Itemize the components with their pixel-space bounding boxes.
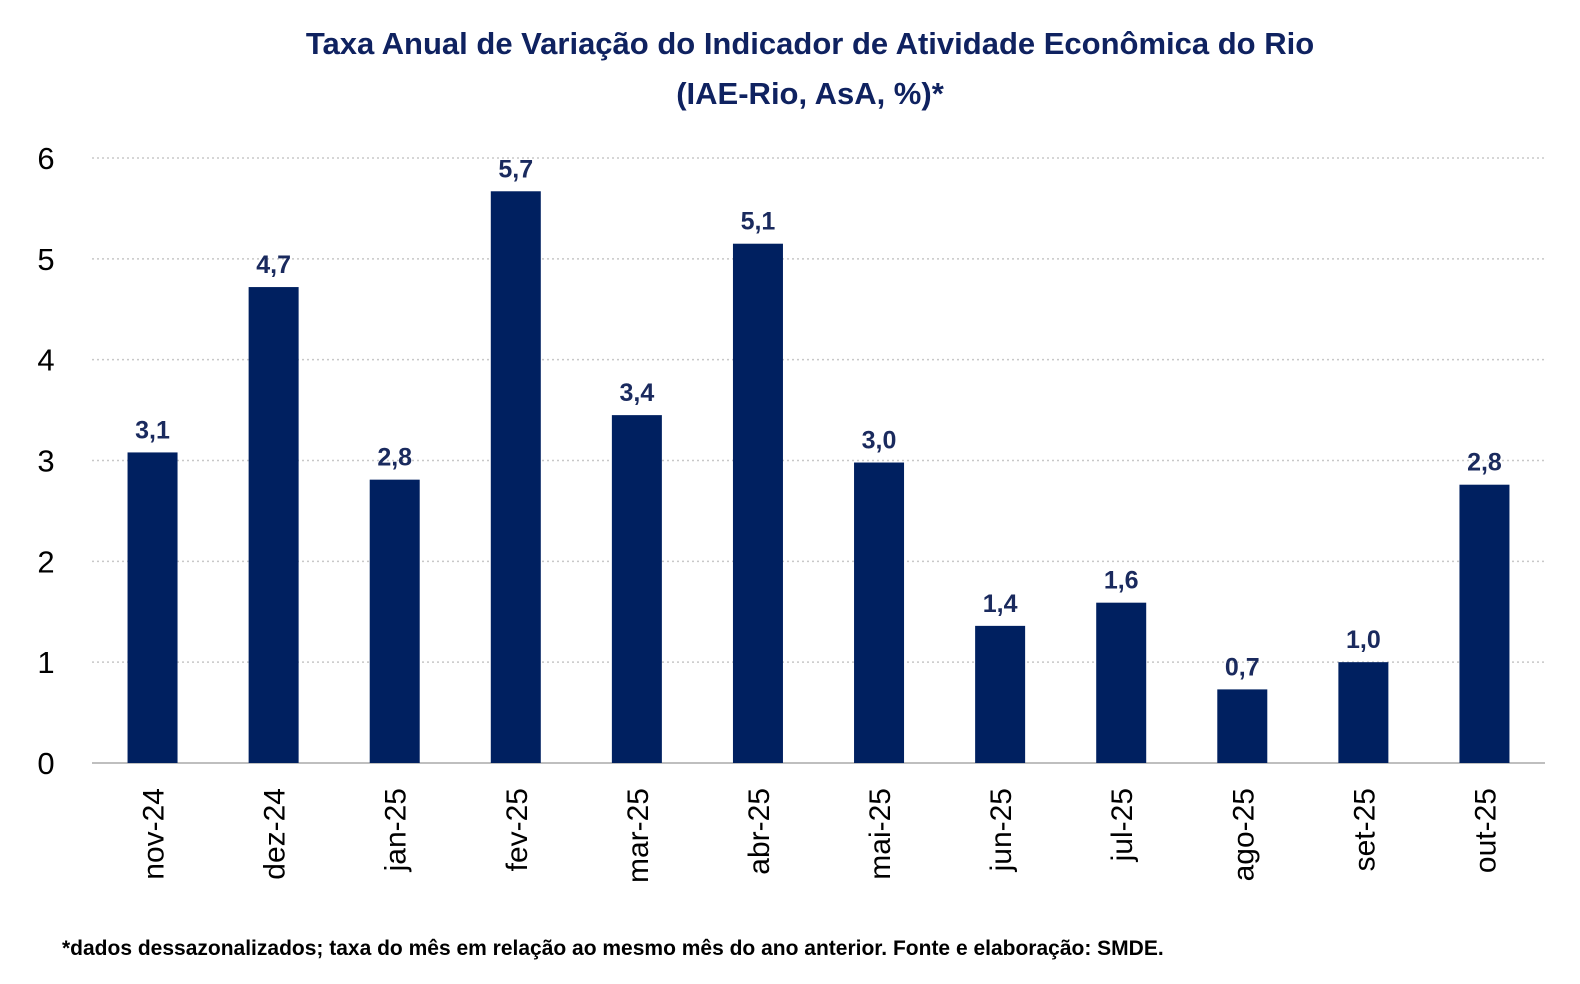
x-axis: nov-24 dez-24 jan-25 fev-25 mar-25 abr-25 mai-…	[138, 788, 1503, 883]
bar	[732, 243, 783, 764]
data-label: 3,1	[135, 416, 170, 444]
x-tick-label: jan-25	[380, 788, 413, 872]
x-tick-label: abr-25	[743, 788, 776, 875]
bar	[611, 415, 662, 763]
bar	[127, 452, 178, 763]
bars	[127, 191, 1510, 764]
bar	[975, 625, 1026, 763]
data-label: 4,7	[256, 251, 291, 279]
chart-title: Taxa Anual de Variação do Indicador de A…	[306, 26, 1314, 61]
x-tick-label: nov-24	[138, 788, 171, 880]
data-labels: 3,1 4,7 2,8 5,7 3,4 5,1 3,0 1,4 1,6 0,7 1,0 2,8	[135, 155, 1502, 681]
x-tick-label: dez-24	[259, 788, 292, 880]
x-tick-label: fev-25	[501, 788, 534, 871]
data-label: 3,0	[862, 427, 897, 455]
data-label: 2,8	[377, 444, 412, 472]
x-tick-label: mai-25	[864, 788, 897, 880]
x-tick-label: out-25	[1469, 788, 1502, 873]
y-tick-label: 1	[37, 645, 54, 680]
bar	[1459, 484, 1510, 763]
y-tick-label: 5	[37, 242, 54, 277]
y-tick-label: 6	[37, 141, 54, 176]
data-label: 1,6	[1104, 567, 1139, 595]
bar	[490, 191, 541, 763]
data-label: 3,4	[619, 379, 654, 407]
chart-subtitle: (IAE-Rio, AsA, %)*	[676, 76, 944, 111]
data-label: 5,7	[498, 155, 533, 183]
gridlines	[92, 157, 1545, 764]
data-label: 2,8	[1467, 449, 1502, 477]
y-tick-label: 2	[37, 544, 54, 579]
data-label: 1,4	[983, 590, 1018, 618]
x-tick-label: jun-25	[985, 788, 1018, 872]
bar	[854, 462, 905, 763]
x-tick-label: mar-25	[622, 788, 655, 883]
bar	[1338, 662, 1389, 763]
y-axis: 0 1 2 3 4 5 6	[37, 141, 54, 781]
y-tick-label: 3	[37, 444, 54, 479]
footnote: *dados dessazonalizados; taxa do mês em …	[62, 937, 1164, 960]
data-label: 1,0	[1346, 626, 1381, 654]
data-label: 0,7	[1225, 653, 1260, 681]
bar	[369, 479, 420, 763]
x-tick-label: jul-25	[1106, 788, 1139, 862]
bar	[1096, 602, 1147, 763]
x-tick-label: ago-25	[1227, 788, 1260, 881]
y-tick-label: 4	[37, 343, 54, 378]
bar	[1217, 689, 1268, 763]
data-label: 5,1	[741, 208, 776, 236]
y-tick-label: 0	[37, 746, 54, 781]
bar	[248, 287, 299, 763]
x-tick-label: set-25	[1348, 788, 1381, 871]
